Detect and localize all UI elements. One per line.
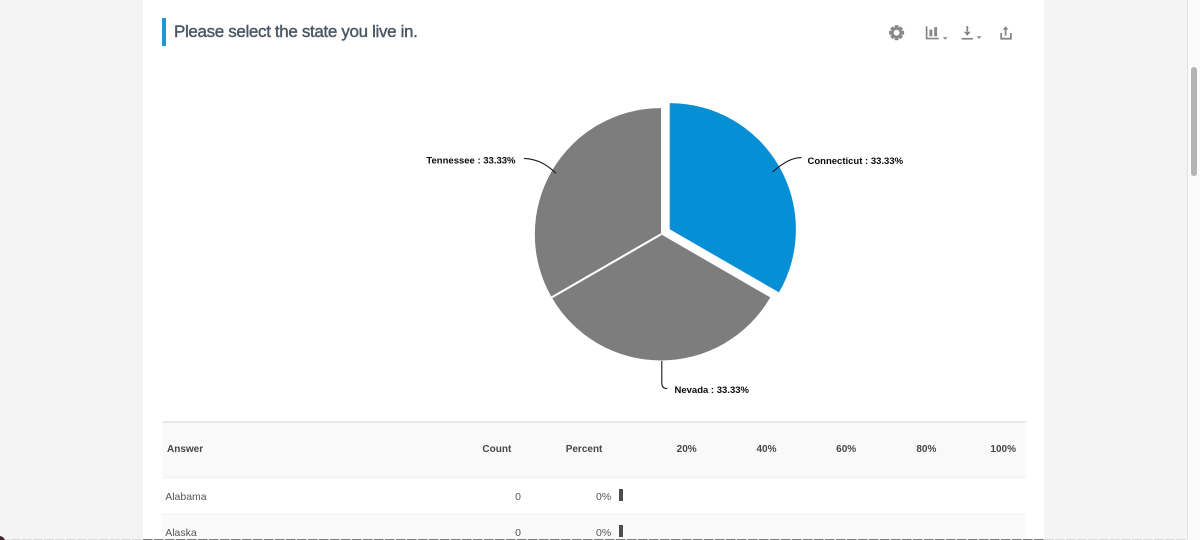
svg-text:Nevada : 33.33%: Nevada : 33.33%: [675, 385, 750, 396]
svg-text:Tennessee : 33.33%: Tennessee : 33.33%: [426, 156, 516, 167]
svg-text:Connecticut : 33.33%: Connecticut : 33.33%: [808, 156, 904, 167]
